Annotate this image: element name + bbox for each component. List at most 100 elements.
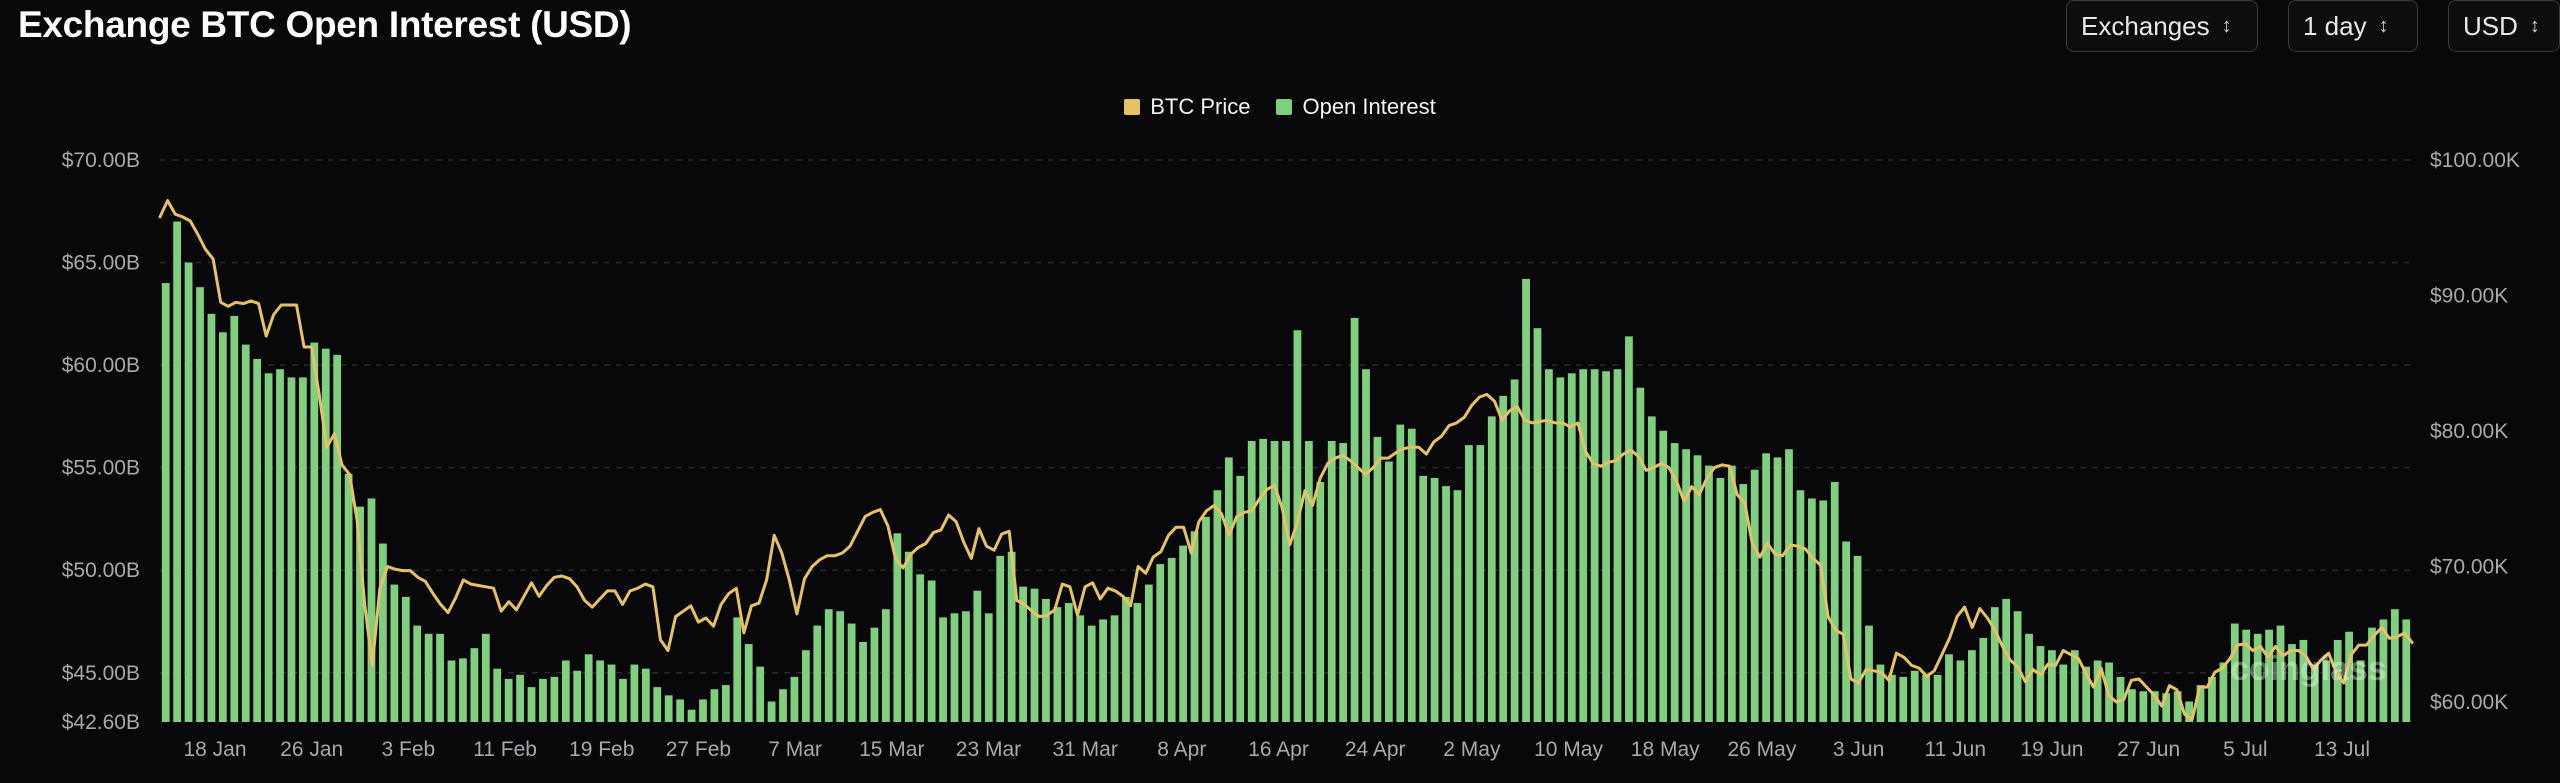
open-interest-bar: [744, 644, 753, 722]
open-interest-bar: [790, 676, 799, 722]
open-interest-bar: [504, 678, 513, 722]
open-interest-bar: [1636, 387, 1645, 722]
open-interest-bar: [1007, 551, 1016, 722]
open-interest-bar: [870, 627, 879, 722]
open-interest-bar: [1396, 424, 1405, 722]
open-interest-bar: [1476, 445, 1485, 722]
open-interest-bar: [2196, 685, 2205, 722]
open-interest-bar: [813, 625, 822, 722]
open-interest-bar: [1179, 545, 1188, 722]
open-interest-bar: [1453, 490, 1462, 722]
open-interest-bar: [2162, 693, 2171, 722]
open-interest-bar: [287, 377, 296, 722]
open-interest-bar: [607, 664, 616, 722]
open-interest-bar: [1316, 482, 1325, 722]
exchanges-select[interactable]: Exchanges ↕: [2066, 0, 2258, 52]
open-interest-bar: [836, 611, 845, 722]
open-interest-bar: [2242, 629, 2251, 722]
open-interest-bar: [2299, 639, 2308, 722]
open-interest-bar: [1773, 457, 1782, 722]
open-interest-bar: [424, 633, 433, 722]
open-interest-bar: [1830, 482, 1839, 722]
x-tick-label: 11 Feb: [473, 738, 537, 761]
open-interest-bar: [1076, 615, 1085, 722]
open-interest-bar: [1282, 441, 1290, 722]
open-interest-bar: [1270, 441, 1279, 722]
open-interest-bar: [710, 689, 719, 722]
open-interest-bar: [344, 473, 353, 722]
open-interest-bar: [1739, 484, 1748, 722]
open-interest-bar: [1167, 557, 1176, 722]
legend-item-btc-price[interactable]: BTC Price: [1124, 94, 1250, 120]
open-interest-bar: [1122, 596, 1130, 722]
open-interest-bar: [2208, 676, 2216, 722]
open-interest-bar: [950, 613, 959, 722]
open-interest-bar: [1956, 660, 1965, 722]
open-interest-bar: [1019, 586, 1027, 722]
open-interest-bar: [1842, 541, 1851, 722]
open-interest-bar: [1499, 395, 1508, 722]
open-interest-bar: [1750, 469, 1759, 722]
open-interest-bar: [1224, 457, 1233, 722]
y-left-tick-label: $60.00B: [62, 354, 140, 377]
y-right-tick-label: $90.00K: [2430, 285, 2508, 308]
x-tick-label: 11 Jun: [1925, 738, 1987, 761]
open-interest-bar: [904, 551, 913, 722]
open-interest-bar: [2219, 662, 2228, 722]
open-interest-bar: [253, 358, 262, 722]
open-interest-bar: [1819, 500, 1828, 722]
interval-select[interactable]: 1 day ↕: [2288, 0, 2418, 52]
open-interest-bar: [527, 687, 536, 722]
open-interest-bar: [173, 221, 182, 723]
open-interest-bar: [859, 642, 867, 722]
open-interest-bar: [1922, 674, 1931, 722]
x-tick-label: 31 Mar: [1052, 738, 1117, 761]
open-interest-bar: [367, 498, 376, 722]
legend-item-open-interest[interactable]: Open Interest: [1276, 94, 1436, 120]
open-interest-bar: [573, 670, 582, 722]
open-interest-bar: [1522, 278, 1530, 722]
open-interest-bar: [413, 625, 422, 722]
page-title: Exchange BTC Open Interest (USD): [18, 4, 632, 45]
open-interest-bar: [1430, 477, 1439, 722]
open-interest-bar: [1899, 676, 1908, 722]
open-interest-bar: [1979, 637, 1988, 722]
open-interest-bar: [1579, 369, 1588, 722]
open-interest-bar: [321, 348, 330, 722]
open-interest-bar: [310, 342, 319, 722]
open-interest-bar: [1144, 584, 1153, 722]
open-interest-bar: [299, 377, 307, 722]
open-interest-bar: [1716, 477, 1725, 722]
open-interest-bar: [1487, 416, 1496, 722]
x-tick-label: 7 Mar: [768, 738, 822, 761]
y-left-tick-label: $65.00B: [62, 252, 140, 275]
open-interest-bar: [447, 660, 456, 722]
open-interest-bar: [196, 287, 204, 722]
open-interest-bar: [561, 660, 570, 722]
open-interest-bar: [2276, 625, 2285, 722]
open-interest-bar: [401, 596, 410, 722]
open-interest-bar: [1327, 441, 1336, 722]
open-interest-bar: [962, 611, 970, 722]
open-interest-bar: [1350, 317, 1359, 722]
open-interest-bar: [1510, 379, 1519, 722]
open-interest-bar: [1236, 475, 1245, 722]
open-interest-bar: [184, 262, 193, 722]
open-interest-bar: [459, 658, 467, 722]
open-interest-bar: [1602, 371, 1610, 722]
open-interest-bar: [1373, 436, 1382, 722]
open-interest-bar: [1556, 377, 1565, 722]
open-interest-bar: [161, 283, 170, 722]
open-interest-bar: [2150, 691, 2159, 722]
x-tick-label: 19 Feb: [569, 738, 634, 761]
open-interest-bar: [733, 617, 742, 722]
open-interest-bar: [2402, 619, 2411, 722]
open-interest-bar: [2185, 701, 2193, 722]
open-interest-bar: [1647, 416, 1656, 722]
open-interest-bar: [218, 332, 227, 722]
btc-price-line: [158, 199, 2414, 722]
y-right-tick-label: $60.00K: [2430, 691, 2508, 714]
open-interest-bar: [1384, 461, 1393, 722]
y-left-tick-label: $42.60B: [62, 711, 140, 734]
